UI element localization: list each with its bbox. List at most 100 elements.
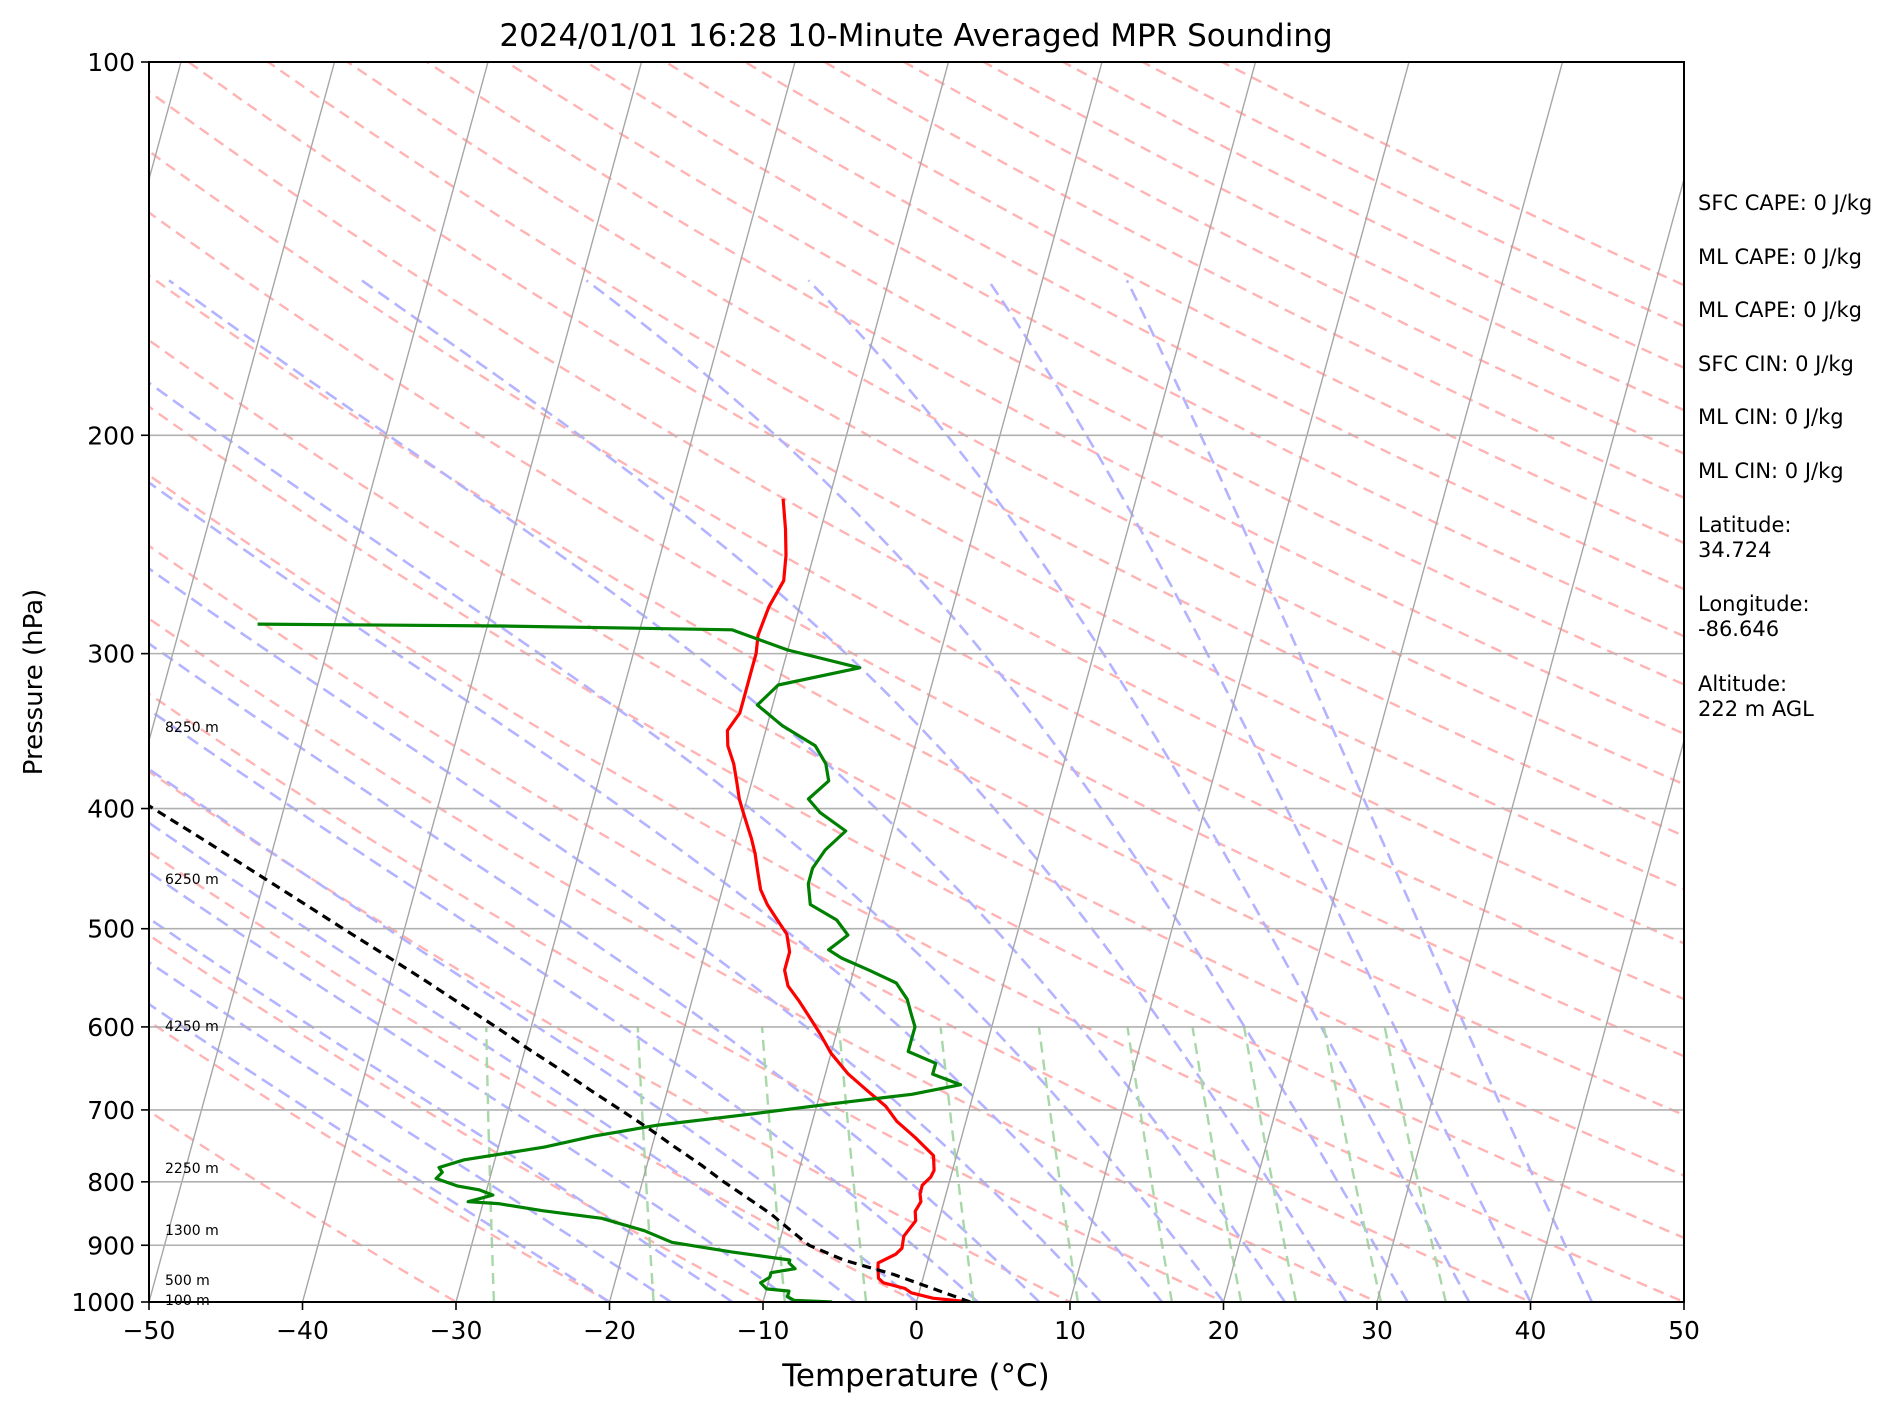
x-tick-label: 10 [1054,1316,1086,1345]
x-tick-label: 50 [1668,1316,1700,1345]
y-tick-label: 400 [87,795,135,824]
y-tick-label: 800 [87,1168,135,1197]
y-tick-label: 1000 [71,1288,135,1317]
sfc-cin-text: SFC CIN: 0 J/kg [1698,352,1854,376]
moist-adiabat-line [149,870,795,1302]
x-tick-label: 40 [1515,1316,1547,1345]
dewpoint-line [257,622,963,1302]
mixing-ratio-line [1037,1026,1080,1302]
ml-cin-text: ML CIN: 0 J/kg [1698,405,1844,429]
isotherm-line [1222,62,1564,1302]
moist-adiabat-line [149,708,979,1302]
dry-adiabat-line [149,850,920,1302]
moist-adiabat-line [149,767,918,1302]
dry-adiabat-line [149,1020,613,1302]
dry-adiabat-line [424,62,1684,736]
y-axis-label: Pressure (hPa) [19,589,49,776]
dry-adiabat-line [504,62,1684,686]
dry-adiabat-line [149,617,1381,1302]
moist-adiabat-line [149,960,672,1302]
dry-adiabat-line [149,274,1684,1117]
x-tick-label: −20 [583,1316,636,1345]
mixing-ratio-line [636,1026,655,1302]
altitude-value: 222 m AGL [1698,697,1814,721]
isotherm-line [608,62,950,1302]
background-reference-lines [149,62,1684,1302]
dry-adiabat-line [186,62,1684,891]
y-tick-label: 700 [87,1096,135,1125]
latitude-value: 34.724 [1698,538,1771,562]
x-tick-label: 0 [909,1316,925,1345]
isotherm-line [1529,737,1684,1302]
plot-frame [148,61,1685,1303]
moist-adiabat-line [585,279,1409,1302]
dry-adiabat-line [149,1109,459,1302]
dry-adiabat-line [149,770,1073,1302]
mixing-ratio-line [1191,1026,1243,1302]
sounding-series [149,498,971,1302]
moist-adiabat-line [987,279,1532,1302]
y-tick-label: 600 [87,1013,135,1042]
mixing-ratio-line [760,1026,786,1302]
y-tick-label: 500 [87,915,135,944]
x-axis: −50 −40 −30 −20 −10 0 10 20 30 40 50 [123,1302,1700,1345]
sounding-annotations: SFC CAPE: 0 J/kg ML CAPE: 0 J/kg ML CAPE… [1698,191,1872,721]
dry-adiabat-line [266,62,1684,838]
dry-adiabat-line [149,405,1684,1240]
moist-adiabat-line [149,567,1102,1302]
dry-adiabat-line [149,933,766,1302]
x-tick-label: −30 [430,1316,483,1345]
x-tick-label: −50 [123,1316,176,1345]
isotherm-line [149,62,336,744]
dry-adiabat-line [901,62,1684,455]
longitude-value: -86.646 [1698,617,1779,641]
altitude-label: Altitude: [1698,672,1787,696]
height-label: 500 m [165,1273,210,1289]
moist-adiabat-line [168,279,1286,1302]
dry-adiabat-line [149,692,1227,1302]
pressure-gridlines [149,62,1684,1302]
mixing-ratio-line [837,1026,868,1302]
mixing-ratio-line [1383,1026,1447,1302]
isotherm-line [1069,62,1410,1302]
height-label: 6250 m [165,872,219,888]
dry-adiabat-line [149,338,1684,1177]
isotherm-line [1376,176,1684,1302]
chart-title: 2024/01/01 16:28 10-Minute Averaged MPR … [499,18,1332,54]
x-tick-label: −40 [276,1316,329,1345]
isotherm-line [455,62,796,1302]
x-axis-label: Temperature (°C) [781,1358,1050,1394]
dry-adiabat-line [149,211,1684,1058]
x-tick-label: 30 [1361,1316,1393,1345]
moist-adiabat-line [149,1002,611,1302]
isotherm-line [915,62,1257,1302]
mixing-ratio-line [1242,1026,1298,1302]
longitude-label: Longitude: [1698,592,1810,616]
x-tick-label: 20 [1208,1316,1240,1345]
dry-adiabat-line [742,62,1684,545]
height-labels: 8250 m 6250 m 4250 m 2250 m 1300 m 500 m 100 m [165,720,219,1309]
mixing-ratio-line [1322,1026,1383,1302]
mixing-ratio-line [1126,1026,1174,1302]
moist-adiabat-line [149,481,1164,1302]
ml-cape-text-2: ML CAPE: 0 J/kg [1698,298,1862,322]
isotherm-line [301,62,643,1302]
moist-adiabat-line [149,821,856,1302]
dry-adiabat-line [149,473,1684,1302]
height-label: 4250 m [165,1019,219,1035]
ml-cin-text-2: ML CIN: 0 J/kg [1698,459,1844,483]
y-axis: 100 200 300 400 500 600 700 800 900 1000 [71,48,149,1317]
moist-adiabat-line [360,279,1348,1302]
latitude-label: Latitude: [1698,513,1792,537]
y-tick-label: 100 [87,48,135,77]
dry-adiabat-line [1140,62,1684,328]
moist-adiabat-line [149,381,1225,1302]
mixing-ratio-line [485,1026,496,1302]
height-label: 8250 m [165,720,219,736]
moist-adiabat-line [807,279,1471,1302]
moist-adiabat-line [149,642,1041,1302]
y-tick-label: 200 [87,421,135,450]
y-tick-label: 300 [87,640,135,669]
sfc-cape-text: SFC CAPE: 0 J/kg [1698,191,1872,215]
